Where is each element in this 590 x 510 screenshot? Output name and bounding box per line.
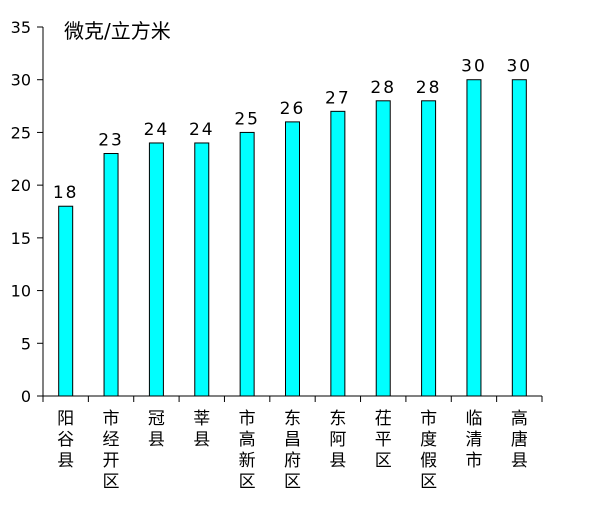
value-label: 24 — [144, 120, 170, 140]
bar — [421, 100, 437, 397]
value-label: 28 — [370, 78, 396, 98]
category-label: 临清市 — [465, 409, 482, 471]
axes: 0 5 10 15 20 25 30 35 — [11, 18, 543, 406]
bar — [194, 142, 210, 397]
category-label: 市经开区 — [103, 409, 120, 492]
y-tick-label: 5 — [21, 334, 31, 353]
category-label: 阳谷县 — [57, 409, 74, 471]
y-tick-label: 15 — [11, 229, 31, 248]
value-label: 30 — [506, 57, 532, 77]
category-label: 冠县 — [148, 409, 165, 450]
labels: 18 阳谷县 23 市经开区 24 冠县 24 莘县 25 市高新区 26 东昌府区 27 东阿县 28 茌平… — [53, 57, 532, 492]
value-label: 23 — [98, 131, 124, 151]
category-label: 东阿县 — [329, 409, 346, 471]
value-label: 30 — [461, 57, 487, 77]
bar — [285, 121, 300, 397]
category-label: 高唐县 — [511, 409, 528, 471]
category-label: 茌平区 — [375, 409, 392, 471]
bar — [148, 142, 164, 397]
category-label: 莘县 — [193, 409, 210, 450]
y-tick-label: 30 — [11, 71, 31, 90]
y-tick-label: 20 — [11, 176, 31, 195]
category-label: 市度假区 — [420, 409, 437, 492]
value-label: 27 — [325, 88, 351, 108]
value-label: 25 — [234, 109, 260, 129]
bar — [466, 79, 482, 397]
value-label: 28 — [416, 78, 442, 98]
bar — [511, 79, 527, 397]
unit-label: 微克/立方米 — [64, 19, 171, 43]
y-tick-label: 10 — [11, 282, 31, 301]
bars — [58, 79, 527, 397]
bar — [239, 131, 255, 397]
value-label: 18 — [53, 183, 79, 203]
value-label: 26 — [280, 99, 306, 119]
value-label: 24 — [189, 120, 215, 140]
y-tick-label: 0 — [21, 387, 31, 406]
bar — [58, 205, 74, 397]
bar — [375, 100, 391, 397]
category-label: 东昌府区 — [284, 409, 301, 492]
y-tick-label: 25 — [11, 123, 31, 142]
bar — [103, 153, 119, 397]
y-tick-label: 35 — [11, 18, 31, 37]
category-label: 市高新区 — [239, 409, 256, 492]
bar — [330, 110, 346, 397]
